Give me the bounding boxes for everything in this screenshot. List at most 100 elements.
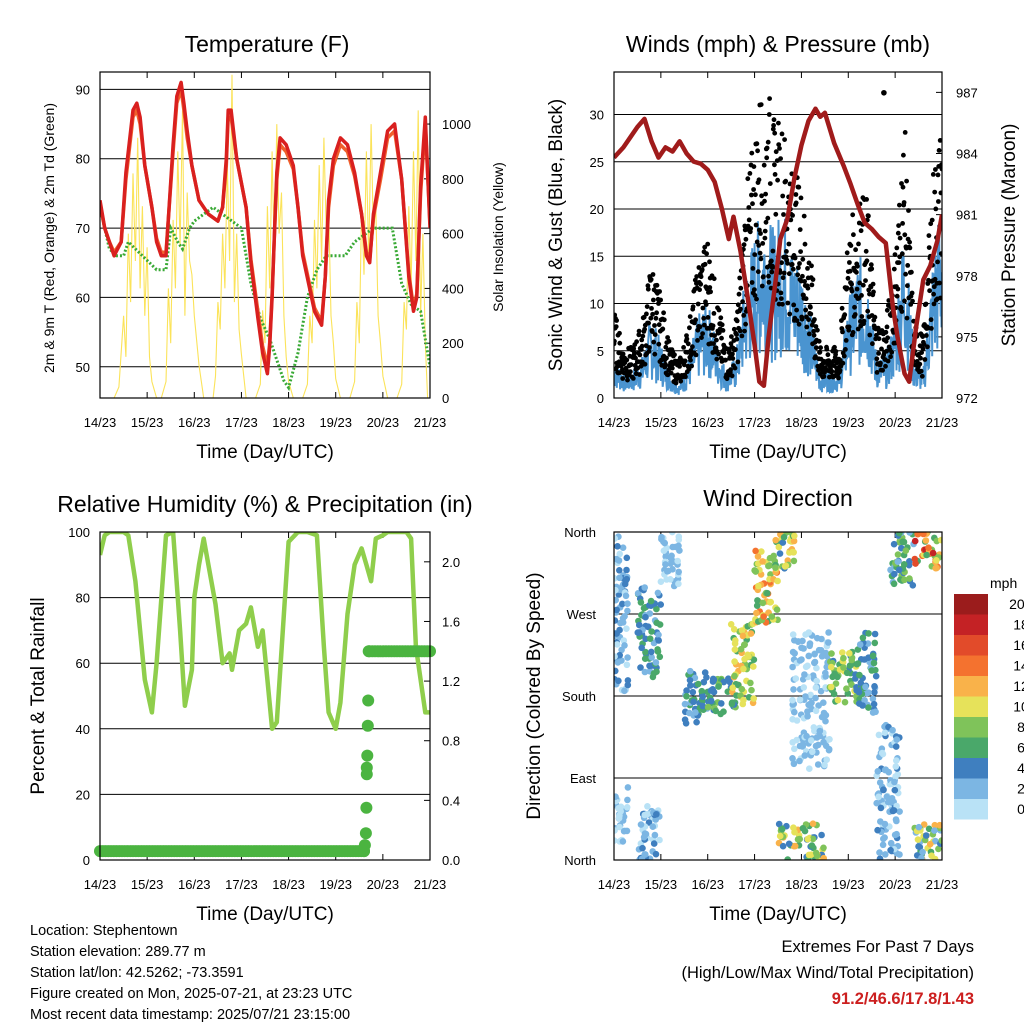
- dir-legend-label: 0: [1017, 801, 1024, 817]
- gust-point: [880, 367, 885, 373]
- gust-point: [926, 245, 932, 251]
- temp-ytick-right-label: 0: [442, 391, 449, 406]
- panel-dir-xtick-label: 21/23: [926, 877, 959, 892]
- dir-point: [728, 700, 736, 708]
- gust-point: [779, 131, 785, 137]
- dir-point: [887, 566, 894, 574]
- gust-point: [874, 356, 880, 362]
- gust-point: [863, 278, 868, 283]
- rh-ytick-right-label: 0.0: [442, 853, 460, 868]
- temp-ytick-right-label: 800: [442, 172, 464, 187]
- dir-point: [614, 793, 619, 800]
- dir-point: [656, 836, 663, 844]
- gust-point: [863, 248, 869, 254]
- gust-point: [785, 260, 790, 266]
- dir-point: [881, 729, 889, 736]
- wind-ytick-label: 20: [590, 202, 604, 217]
- gust-point: [852, 312, 858, 317]
- dir-point: [843, 685, 850, 692]
- gust-point: [845, 275, 851, 281]
- temp-ytick-label: 60: [76, 290, 90, 305]
- dir-point: [880, 835, 887, 843]
- dir-point: [822, 711, 830, 719]
- dir-point: [759, 558, 766, 565]
- panel-temp-title: Temperature (F): [185, 31, 350, 57]
- dir-point: [707, 697, 715, 705]
- wind-ylabel: Sonic Wind & Gust (Blue, Black): [546, 99, 567, 371]
- dir-point: [882, 851, 889, 858]
- gust-point: [756, 243, 762, 248]
- gust-point: [854, 286, 860, 292]
- dir-point: [890, 540, 898, 548]
- dir-point: [789, 548, 796, 556]
- gust-point: [910, 298, 915, 304]
- dir-point: [894, 558, 902, 565]
- gust-point: [644, 304, 650, 309]
- dir-point: [820, 854, 827, 860]
- dir-point: [915, 843, 922, 850]
- dir-point: [828, 650, 835, 657]
- gust-point: [693, 317, 698, 323]
- gust-point: [773, 211, 779, 217]
- temp-axes-frame: [99, 71, 431, 399]
- rh-ytick-right-label: 2.0: [442, 555, 460, 570]
- dir-legend-swatch: [954, 655, 988, 676]
- station-latlon: Station lat/lon: 42.5262; -73.3591: [30, 965, 244, 981]
- dir-point: [889, 726, 896, 734]
- gust-point: [836, 375, 841, 381]
- gust-point: [909, 269, 914, 275]
- gust-point: [809, 282, 815, 288]
- gust-point: [847, 260, 852, 265]
- gust-point: [884, 324, 890, 330]
- dir-point: [623, 625, 630, 632]
- station-info: Location: Stephentown Station elevation:…: [30, 921, 352, 1026]
- gust-point: [885, 335, 891, 341]
- dir-point: [789, 739, 796, 746]
- dir-point: [862, 683, 869, 691]
- dir-point: [656, 621, 664, 628]
- dir-ytick-label: South: [562, 689, 596, 704]
- dir-point: [675, 542, 682, 550]
- gust-point: [865, 308, 871, 314]
- dir-point: [655, 631, 662, 639]
- gust-point: [875, 325, 881, 331]
- gust-point: [849, 288, 855, 294]
- dir-ytick-label: North: [564, 525, 596, 540]
- gust-point: [769, 269, 775, 275]
- dir-ylabel: Direction (Colored By Speed): [524, 572, 545, 819]
- gust-point: [902, 298, 907, 304]
- dir-ytick-label: West: [567, 607, 597, 622]
- dir-point: [825, 639, 832, 646]
- gust-point: [734, 336, 740, 342]
- gust-point: [798, 249, 803, 255]
- dir-point: [817, 647, 825, 654]
- gust-point: [931, 301, 937, 307]
- gust-point: [837, 368, 843, 373]
- gust-point: [780, 275, 786, 281]
- dir-point: [873, 799, 880, 807]
- dir-point: [791, 650, 798, 657]
- dir-point: [818, 653, 826, 660]
- dir-point: [789, 663, 796, 671]
- gust-point: [694, 274, 700, 279]
- gust-point: [920, 334, 926, 339]
- gust-point: [938, 190, 942, 196]
- gust-point: [758, 231, 763, 236]
- dir-legend-swatch: [954, 614, 988, 635]
- gust-point: [803, 296, 809, 302]
- wind-ytick-right-label: 981: [956, 208, 978, 223]
- gust-point: [907, 239, 912, 245]
- dir-point: [854, 660, 862, 667]
- gust-point: [614, 364, 620, 369]
- gust-point: [796, 321, 802, 327]
- dir-point: [614, 667, 619, 675]
- dir-point: [614, 641, 621, 648]
- dir-point: [809, 820, 817, 827]
- dir-point: [624, 784, 632, 791]
- dir-point: [816, 727, 824, 735]
- dir-point: [796, 757, 803, 765]
- gust-point: [776, 120, 781, 126]
- dir-point: [754, 553, 762, 560]
- dir-point: [618, 657, 625, 664]
- gust-point: [928, 221, 934, 227]
